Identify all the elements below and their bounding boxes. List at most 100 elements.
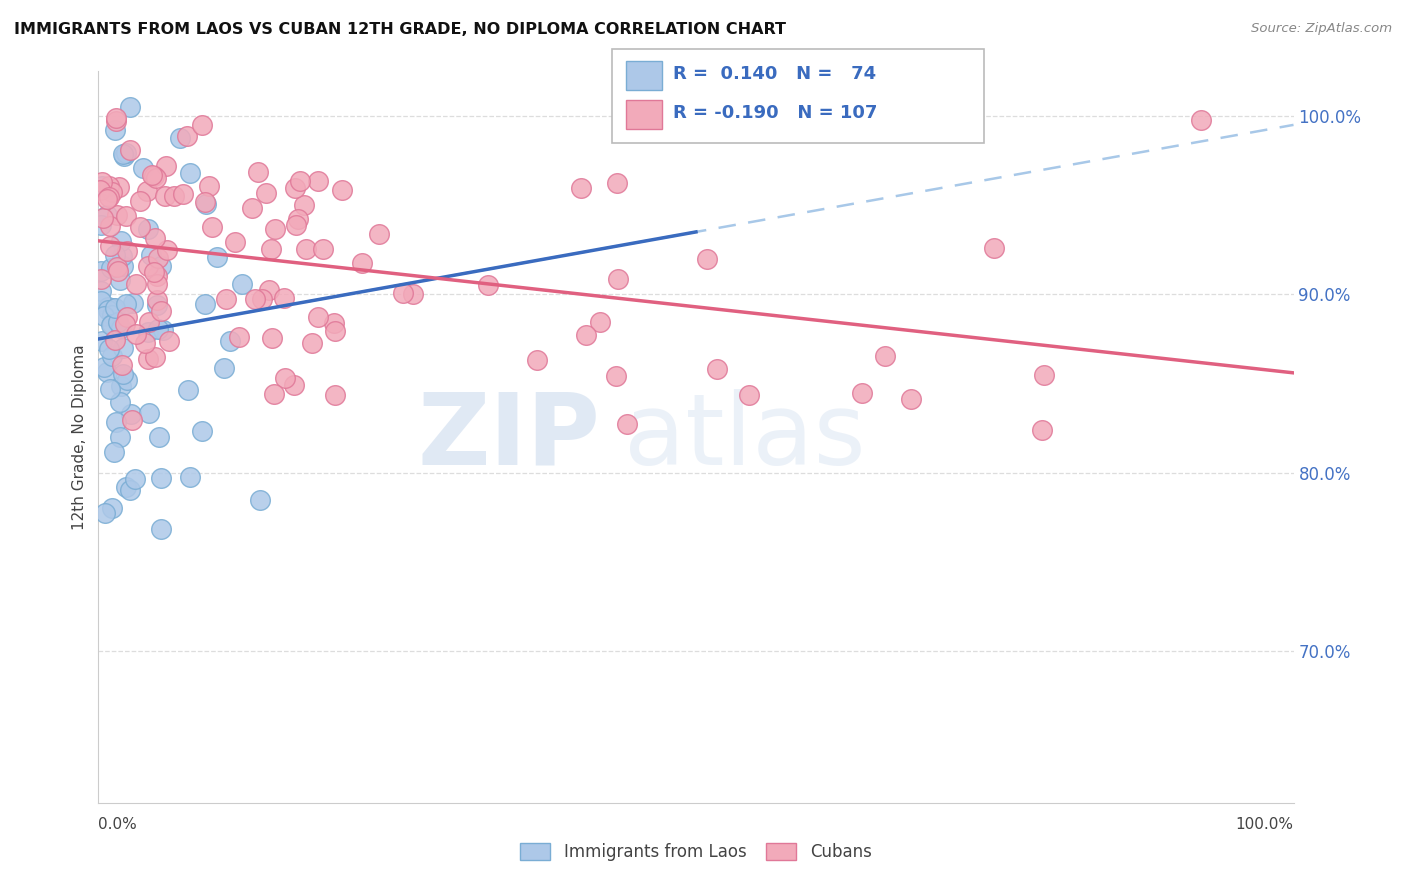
Point — [110, 234, 132, 248]
Point — [104, 111, 127, 125]
Point — [107, 315, 129, 329]
Point — [136, 222, 159, 236]
Point — [89, 183, 111, 197]
Point — [273, 291, 295, 305]
Point — [125, 277, 148, 292]
Point — [215, 292, 238, 306]
Point — [98, 342, 121, 356]
Point — [122, 295, 145, 310]
Point — [96, 365, 118, 379]
Point — [108, 430, 131, 444]
Point — [401, 287, 423, 301]
Text: 0.0%: 0.0% — [98, 817, 138, 832]
Point — [526, 353, 548, 368]
Point — [143, 350, 166, 364]
Point — [101, 308, 124, 322]
Point — [283, 378, 305, 392]
Point — [323, 316, 346, 330]
Point — [150, 522, 173, 536]
Point — [307, 174, 329, 188]
Point — [136, 352, 159, 367]
Point — [110, 321, 132, 335]
Point — [114, 318, 136, 332]
Point — [108, 180, 131, 194]
Point — [98, 382, 121, 396]
Point — [191, 118, 214, 132]
Point — [103, 445, 125, 459]
Point — [104, 123, 127, 137]
Point — [146, 269, 169, 284]
Point — [98, 219, 121, 233]
Point — [212, 360, 235, 375]
Point — [90, 284, 112, 298]
Point — [115, 480, 138, 494]
Point — [115, 209, 138, 223]
Point — [112, 148, 135, 162]
Point — [900, 392, 922, 406]
Point — [101, 317, 124, 331]
Point — [108, 273, 131, 287]
Point — [107, 264, 129, 278]
Point — [110, 379, 132, 393]
Point — [138, 315, 160, 329]
Point — [121, 413, 143, 427]
Point — [392, 285, 415, 300]
Point — [574, 328, 596, 343]
Point — [100, 260, 122, 275]
Point — [125, 326, 148, 341]
Point — [146, 297, 169, 311]
Point — [91, 175, 114, 189]
Point — [104, 333, 127, 347]
Point — [114, 145, 136, 160]
Point — [851, 386, 873, 401]
Point — [1032, 368, 1054, 382]
Point — [177, 383, 200, 397]
Y-axis label: 12th Grade, No Diploma: 12th Grade, No Diploma — [72, 344, 87, 530]
Point — [146, 293, 169, 307]
Point — [231, 277, 253, 291]
Point — [696, 252, 718, 266]
Text: 100.0%: 100.0% — [1236, 817, 1294, 832]
Point — [91, 211, 114, 225]
Point — [706, 362, 728, 376]
Point — [263, 386, 285, 401]
Point — [100, 318, 122, 333]
Text: atlas: atlas — [624, 389, 866, 485]
Point — [112, 259, 135, 273]
Point — [191, 425, 214, 439]
Point — [141, 168, 163, 182]
Point — [194, 297, 217, 311]
Point — [260, 331, 283, 345]
Point — [240, 201, 263, 215]
Point — [292, 198, 315, 212]
Point — [477, 277, 499, 292]
Point — [98, 239, 121, 253]
Point — [606, 272, 628, 286]
Point — [260, 243, 283, 257]
Point — [115, 297, 138, 311]
Point — [120, 408, 142, 422]
Point — [90, 294, 112, 309]
Point — [605, 369, 627, 384]
Point — [172, 187, 194, 202]
Point — [219, 334, 242, 349]
Point — [569, 181, 592, 195]
Text: Source: ZipAtlas.com: Source: ZipAtlas.com — [1251, 22, 1392, 36]
Point — [117, 244, 139, 258]
Point — [105, 260, 128, 274]
Point — [124, 472, 146, 486]
Point — [90, 334, 112, 348]
Point — [257, 283, 280, 297]
Point — [201, 219, 224, 234]
Point — [198, 178, 221, 193]
Point — [616, 417, 638, 432]
Point — [169, 130, 191, 145]
Point — [873, 349, 896, 363]
Point — [90, 264, 112, 278]
Point — [146, 251, 169, 265]
Point — [194, 195, 217, 210]
Point — [1191, 112, 1213, 127]
Point — [149, 259, 172, 273]
Point — [112, 342, 135, 356]
Point — [120, 483, 142, 498]
